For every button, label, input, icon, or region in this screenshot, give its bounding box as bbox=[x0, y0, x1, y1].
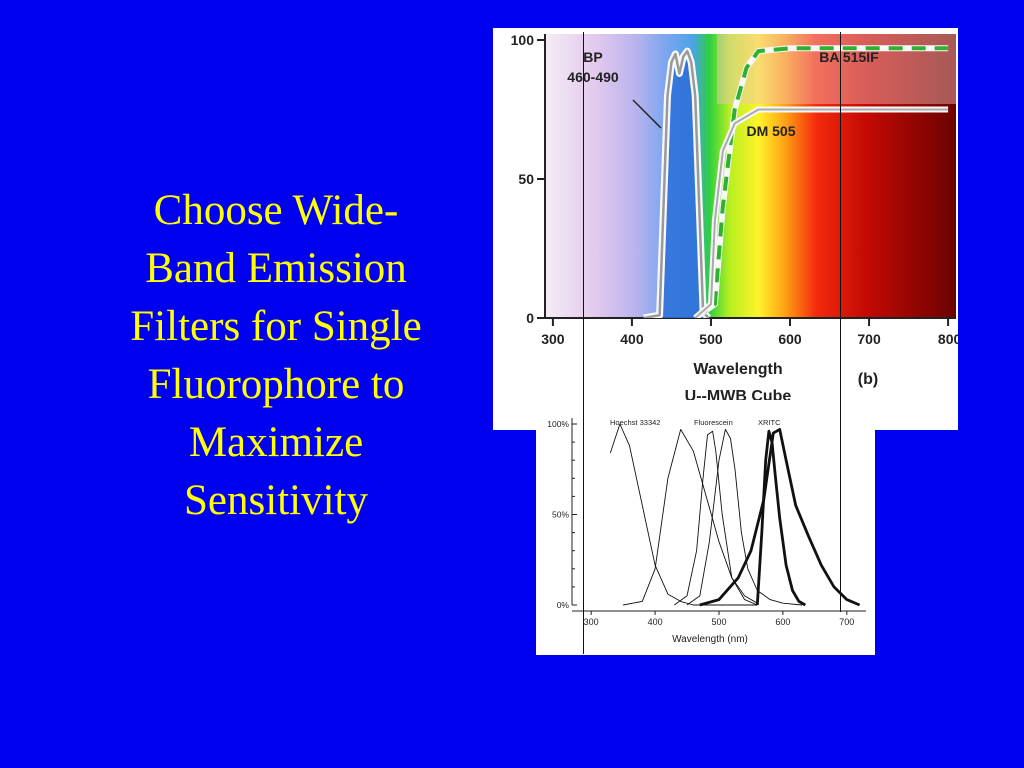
hoechst-label: Hoechst 33342 bbox=[610, 418, 660, 427]
filter-x-tick-label: 500 bbox=[699, 331, 723, 347]
slide-title-line: Sensitivity bbox=[184, 477, 368, 524]
emission-curve-xritc bbox=[755, 429, 806, 607]
slide-title: Choose Wide- Band Emission Filters for Sin… bbox=[80, 182, 472, 530]
spectrum-background bbox=[545, 34, 956, 318]
filter-x-tick-label: 600 bbox=[778, 331, 802, 347]
filter-curve-bp-460-490 bbox=[643, 49, 710, 318]
emission-x-tick-label: 700 bbox=[839, 617, 854, 627]
filter-y-tick-label: 0 bbox=[526, 310, 534, 326]
bp-label-pointer bbox=[632, 99, 662, 129]
x-axis-label: Wavelength bbox=[693, 361, 782, 378]
bp-label-line2: 460-490 bbox=[567, 69, 619, 85]
emission-x-tick-label: 300 bbox=[584, 617, 599, 627]
filter-curve-dm-505 bbox=[694, 108, 949, 318]
filter-x-tick-label: 300 bbox=[541, 331, 565, 347]
xritc-label: XRITC bbox=[758, 418, 781, 427]
slide-title-line: Maximize bbox=[188, 419, 364, 466]
emission-chart-svg: 0% 50% 100% 300 400 500 600 700 Hoechst 33342 F… bbox=[547, 418, 866, 645]
emission-x-axis-label: Wavelength (nm) bbox=[672, 634, 748, 645]
filter-y-tick-label: 50 bbox=[518, 171, 534, 187]
emission-x-tick-label: 600 bbox=[775, 617, 790, 627]
filter-spectrum-chart: 0 50 100 300 400 500 600 700 800nm BP 460-490 BA… bbox=[493, 28, 958, 430]
slide-title-line: Band Emission bbox=[145, 245, 407, 292]
filter-curve-ba-515if bbox=[694, 46, 949, 318]
filter-chart-svg: 0 50 100 300 400 500 600 700 800nm BP 460-490 BA… bbox=[511, 32, 958, 405]
slide-title-line: Choose Wide- bbox=[153, 187, 399, 234]
filter-curve-bp-460-490-fill bbox=[643, 51, 709, 318]
emission-curve-fluorescein bbox=[686, 428, 803, 606]
overlay-marker-line-right bbox=[840, 32, 841, 612]
filter-x-tick-label: 800nm bbox=[938, 331, 958, 347]
bp-label-line1: BP bbox=[583, 49, 602, 65]
filter-x-tick-label: 700 bbox=[857, 331, 881, 347]
emission-x-tick-label: 400 bbox=[648, 617, 663, 627]
overlay-marker-line-left bbox=[583, 32, 584, 654]
fluorescein-label: Fluorescein bbox=[694, 418, 733, 427]
emission-curve-hoechst-33342 bbox=[609, 423, 758, 606]
dm-label: DM 505 bbox=[746, 123, 795, 139]
emission-spectra-chart: 0% 50% 100% 300 400 500 600 700 Hoechst 33342 F… bbox=[536, 400, 875, 655]
emission-y-tick-label: 0% bbox=[557, 600, 570, 610]
filter-x-tick-label: 400 bbox=[620, 331, 644, 347]
slide-title-line: Filters for Single bbox=[130, 303, 422, 350]
emission-y-tick-label: 100% bbox=[547, 419, 569, 429]
pink-tint-band bbox=[717, 34, 956, 104]
emission-y-tick-label: 50% bbox=[552, 510, 569, 520]
emission-curve-series-4 bbox=[674, 430, 758, 606]
panel-label-b: (b) bbox=[858, 371, 878, 388]
slide-title-line: Fluorophore to bbox=[147, 361, 405, 408]
ba-label: BA 515IF bbox=[819, 49, 879, 65]
filter-y-tick-label: 100 bbox=[511, 32, 535, 48]
emission-curve-series-2 bbox=[623, 428, 758, 606]
emission-x-tick-label: 500 bbox=[711, 617, 726, 627]
emission-curve-series-6 bbox=[699, 427, 861, 607]
